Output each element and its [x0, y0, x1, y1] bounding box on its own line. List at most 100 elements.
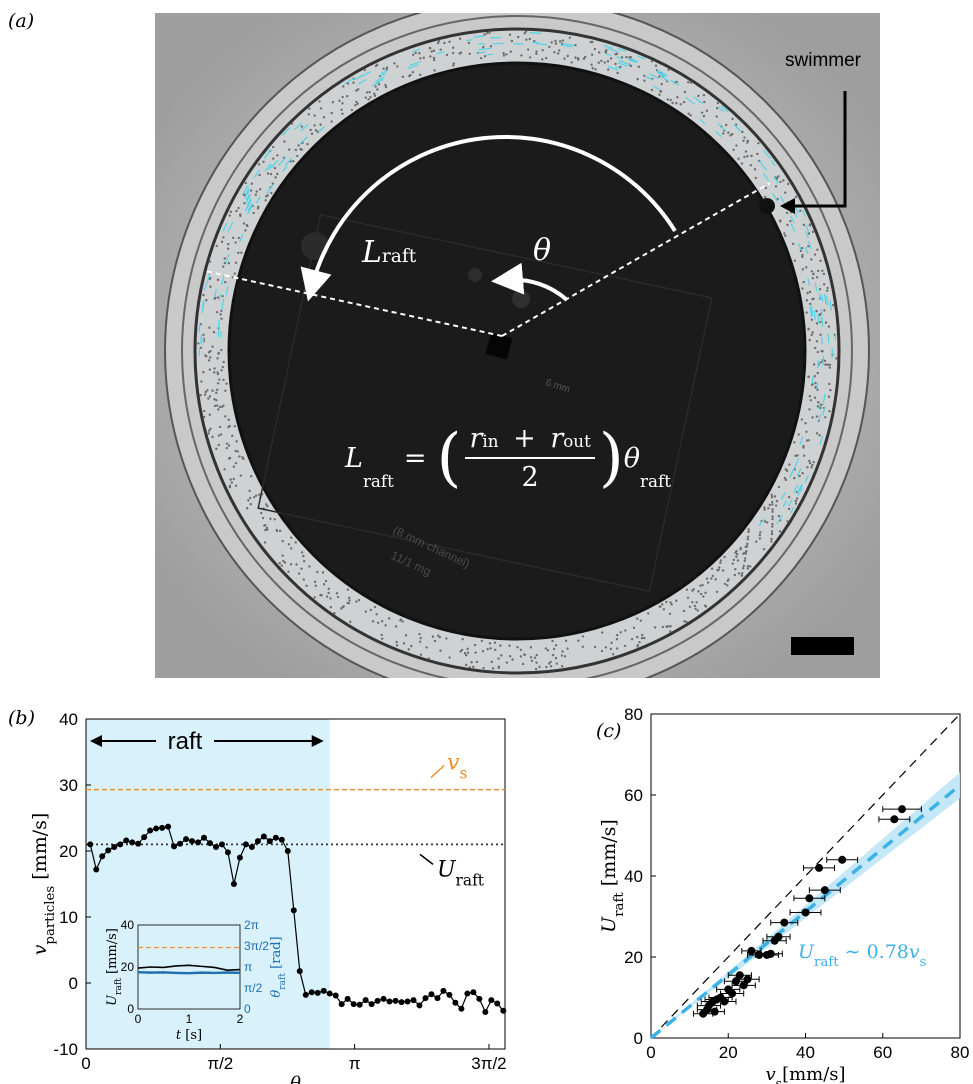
particle — [597, 51, 601, 54]
eq-paren-left: ( — [436, 421, 462, 495]
particle — [746, 141, 749, 144]
particle — [314, 584, 317, 587]
data-point — [344, 995, 351, 1002]
particle — [770, 540, 773, 543]
particle — [770, 493, 773, 497]
particle — [313, 114, 316, 117]
particle — [273, 167, 277, 170]
velocity-vector — [810, 304, 814, 317]
velocity-vector — [656, 69, 668, 77]
data-point — [93, 866, 100, 873]
particle — [402, 642, 406, 645]
velocity-vector — [266, 184, 274, 194]
particle — [316, 570, 319, 574]
particle — [451, 46, 455, 49]
particle — [548, 45, 551, 49]
particle — [265, 195, 268, 198]
data-point — [135, 840, 142, 847]
particle — [300, 125, 304, 128]
particle — [818, 288, 822, 291]
particle — [345, 95, 349, 98]
particle — [310, 132, 314, 136]
particle — [721, 132, 725, 135]
particle — [636, 644, 639, 647]
particle — [218, 425, 222, 429]
particle — [616, 633, 619, 637]
particle — [650, 88, 654, 92]
particle — [433, 69, 436, 72]
plot-frame — [650, 713, 961, 1039]
particle — [753, 168, 757, 171]
y-tick-label: 10 — [59, 908, 78, 927]
particle — [418, 640, 422, 643]
velocity-vector — [637, 55, 646, 60]
particle — [211, 389, 214, 392]
particle — [419, 653, 423, 656]
particle — [305, 584, 308, 588]
l-raft-subscript: raft — [381, 246, 417, 267]
particle — [493, 641, 497, 644]
velocity-vector — [267, 164, 273, 171]
particle — [695, 601, 698, 604]
particle — [640, 636, 644, 640]
data-point — [410, 997, 417, 1004]
velocity-vector — [375, 78, 384, 84]
data-point — [189, 838, 196, 845]
particle — [615, 647, 619, 650]
x-tick-label: 20 — [719, 1043, 738, 1062]
particle — [593, 47, 597, 51]
velocity-vector — [804, 247, 809, 254]
particle — [408, 74, 411, 78]
velocity-vector — [814, 282, 818, 292]
particle — [212, 331, 216, 334]
particle — [234, 461, 238, 465]
particle — [451, 51, 455, 55]
raft-arrow-right-head — [311, 735, 324, 747]
particle — [809, 399, 813, 402]
particle — [463, 652, 467, 655]
particle — [319, 593, 322, 597]
particle — [818, 433, 821, 437]
particle — [820, 349, 823, 353]
particle — [228, 486, 232, 489]
particle — [813, 375, 817, 378]
particle — [745, 549, 748, 553]
inset-y2-label: θraft [rad] — [269, 936, 288, 997]
particle — [593, 645, 597, 649]
particle — [743, 557, 747, 560]
velocity-vector — [763, 149, 771, 160]
particle — [342, 85, 345, 88]
particle — [418, 632, 421, 636]
particle — [591, 67, 594, 70]
particle — [459, 650, 462, 653]
particle — [605, 49, 608, 52]
data-point — [195, 839, 202, 846]
particle — [297, 572, 301, 575]
data-point — [147, 827, 154, 834]
particle — [808, 459, 811, 463]
particle — [269, 172, 273, 176]
inset-y2-label-part: [rad] — [269, 936, 284, 973]
particle — [693, 604, 697, 608]
velocity-vector — [407, 64, 419, 70]
particle — [407, 648, 410, 651]
particle — [546, 649, 550, 652]
particle — [489, 647, 492, 650]
particle — [208, 326, 211, 329]
particle — [443, 41, 446, 45]
particle — [464, 663, 468, 667]
particle — [743, 136, 746, 139]
particle — [611, 653, 615, 656]
particle — [650, 60, 654, 63]
swimmer-body — [759, 198, 775, 214]
particle — [577, 639, 580, 642]
particle — [604, 646, 607, 649]
particle — [791, 242, 795, 246]
particle — [525, 38, 528, 41]
particle — [771, 500, 774, 504]
velocity-vector — [821, 317, 824, 327]
data-point — [482, 1009, 489, 1016]
inset-x-label: t [s] — [176, 1028, 202, 1043]
particle — [205, 298, 208, 302]
particle — [223, 257, 226, 260]
